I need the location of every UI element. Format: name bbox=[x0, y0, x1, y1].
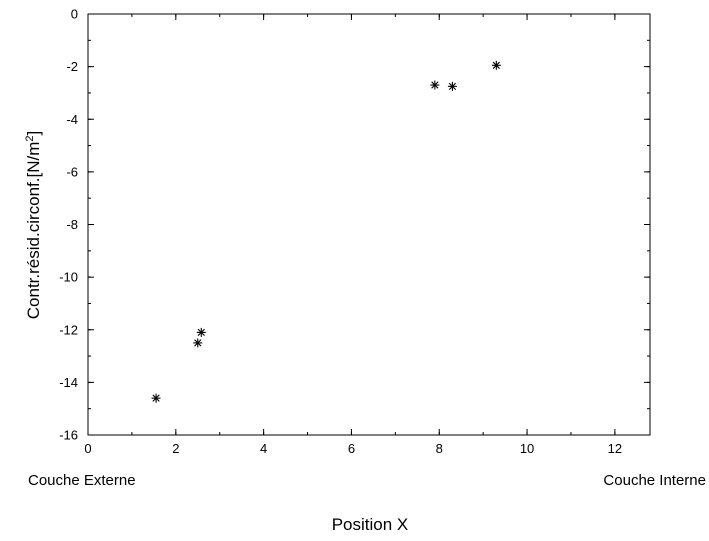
y-tick-label: -10 bbox=[59, 270, 78, 285]
annotation-couche-interne: Couche Interne bbox=[603, 472, 706, 489]
data-point bbox=[447, 81, 457, 91]
x-tick-label: 0 bbox=[84, 441, 91, 456]
x-axis-label: Position X bbox=[332, 515, 409, 534]
x-tick-label: 4 bbox=[260, 441, 267, 456]
y-tick-label: -14 bbox=[59, 375, 78, 390]
y-tick-label: -4 bbox=[66, 112, 78, 127]
y-tick-label: -2 bbox=[66, 59, 78, 74]
data-point bbox=[430, 80, 440, 90]
y-tick-label: -16 bbox=[59, 428, 78, 443]
y-tick-label: -6 bbox=[66, 164, 78, 179]
x-tick-label: 6 bbox=[348, 441, 355, 456]
x-tick-label: 2 bbox=[172, 441, 179, 456]
data-point bbox=[491, 60, 501, 70]
data-point bbox=[196, 327, 206, 337]
data-points bbox=[151, 60, 501, 403]
annotation-couche-externe: Couche Externe bbox=[28, 472, 136, 489]
y-tick-label: 0 bbox=[71, 7, 78, 22]
plot-frame bbox=[87, 13, 651, 436]
y-tick-label: -12 bbox=[59, 322, 78, 337]
y-axis-ticks: 0 -2 -4 -6 -8 -10 -12 -14 -16 bbox=[59, 7, 650, 443]
x-axis-ticks: 0 2 4 6 8 10 12 bbox=[84, 14, 622, 456]
y-axis-label: Contr.résid.circonf.[N/m2] bbox=[24, 131, 43, 319]
y-tick-label: -8 bbox=[66, 217, 78, 232]
x-tick-label: 12 bbox=[608, 441, 622, 456]
x-tick-label: 10 bbox=[520, 441, 534, 456]
data-point bbox=[151, 393, 161, 403]
data-point bbox=[193, 338, 203, 348]
x-tick-label: 8 bbox=[436, 441, 443, 456]
